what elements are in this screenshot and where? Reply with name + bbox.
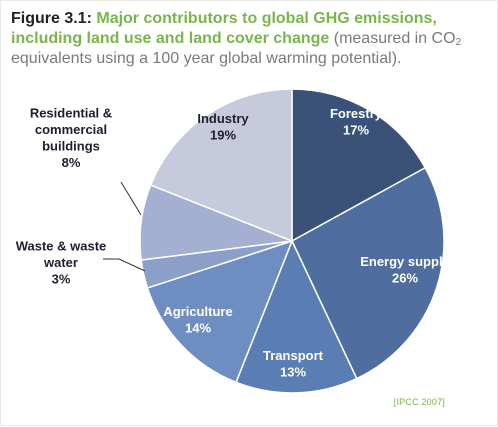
slice-label-energy-supply: Energy supply 26% (360, 254, 450, 286)
subtitle-start: (measured in CO (333, 30, 456, 47)
subtitle-subscript: 2 (455, 37, 462, 48)
slice-label-industry: Industry 19% (197, 111, 249, 143)
slice-label-transport: Transport 13% (263, 348, 324, 380)
pie-slice-industry (149, 88, 293, 242)
slice-name-label: water (43, 255, 78, 270)
pie-slice-energy-supply (291, 167, 445, 380)
slice-name-label: Agriculture (163, 304, 232, 319)
slice-label-residential-and-commercial-buildings: Residential & commercial buildings 8% (30, 105, 112, 170)
slice-value-label: 8% (62, 155, 81, 170)
slice-value-label: 13% (280, 364, 306, 379)
slice-value-label: 19% (210, 127, 236, 142)
slice-name-label: commercial (35, 122, 107, 137)
slice-name-label: buildings (42, 138, 100, 153)
slice-name-label: Transport (263, 348, 324, 363)
slice-label-forestry: Forestry 17% (330, 106, 383, 138)
slice-name-label: Residential & (30, 105, 112, 120)
slice-name-label: Forestry (330, 106, 383, 121)
leader-line-waste (103, 258, 146, 272)
slice-value-label: 17% (343, 122, 369, 137)
slice-name-label: Energy supply (360, 254, 450, 269)
pie-slices (139, 88, 445, 394)
slice-name-label: Waste & waste (16, 239, 107, 254)
figure-title: Figure 3.1: Major contributors to global… (11, 9, 489, 69)
slice-label-agriculture: Agriculture 14% (163, 304, 232, 336)
slice-value-label: 26% (392, 270, 418, 285)
slice-value-label: 3% (52, 272, 71, 287)
pie-slice-transport (235, 240, 358, 394)
chart-title: Major contributors to global GHG emissio… (11, 10, 437, 47)
slice-name-label: Industry (197, 111, 249, 126)
pie-labels: Forestry 17% Energy supply 26% Transport 13% A… (16, 105, 451, 379)
chart-subtitle: (measured in CO2 equivalents using a 100… (11, 30, 461, 67)
source-citation: [IPCC 2007] (393, 397, 445, 407)
pie-slice-forestry (291, 88, 426, 242)
figure-label: Figure 3.1: (11, 10, 92, 27)
leader-line-residential (120, 181, 142, 216)
slice-label-waste-and-waste-water: Waste & waste water 3% (16, 239, 107, 287)
subtitle-end: equivalents using a 100 year global warm… (11, 50, 402, 67)
slice-value-label: 14% (185, 320, 211, 335)
